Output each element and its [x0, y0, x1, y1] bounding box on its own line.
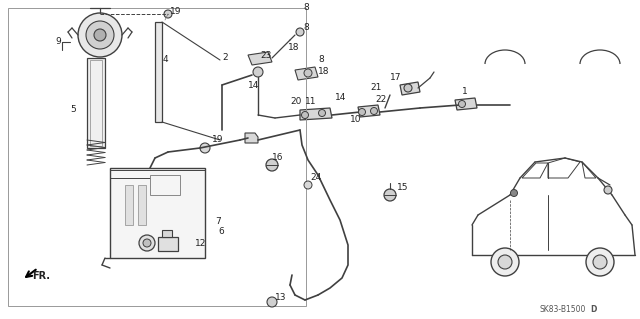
Text: 13: 13 [275, 293, 287, 302]
Circle shape [371, 108, 378, 115]
Circle shape [304, 69, 312, 77]
Circle shape [404, 84, 412, 92]
Text: 6: 6 [218, 227, 224, 236]
Text: 21: 21 [370, 84, 381, 93]
Bar [110, 168, 205, 258]
Circle shape [458, 100, 465, 108]
Text: 23: 23 [260, 50, 271, 60]
Text: 9: 9 [55, 38, 61, 47]
Text: 1: 1 [462, 87, 468, 97]
Circle shape [586, 248, 614, 276]
Text: 4: 4 [163, 56, 168, 64]
Circle shape [200, 143, 210, 153]
Circle shape [604, 186, 612, 194]
Text: 5: 5 [70, 106, 76, 115]
Circle shape [384, 189, 396, 201]
Bar [125, 185, 133, 225]
Text: 24: 24 [310, 174, 321, 182]
Text: 18: 18 [318, 68, 330, 77]
Text: D: D [590, 306, 596, 315]
Text: 8: 8 [303, 4, 308, 12]
Circle shape [358, 108, 365, 115]
Circle shape [267, 297, 277, 307]
Circle shape [498, 255, 512, 269]
Polygon shape [455, 98, 477, 110]
Text: 16: 16 [272, 153, 284, 162]
Circle shape [593, 255, 607, 269]
Text: 17: 17 [390, 73, 401, 83]
Text: FR.: FR. [32, 271, 50, 281]
Circle shape [304, 181, 312, 189]
Text: 8: 8 [303, 24, 308, 33]
Circle shape [78, 13, 122, 57]
Text: 14: 14 [248, 80, 259, 90]
Circle shape [301, 112, 308, 118]
Circle shape [164, 10, 172, 18]
Bar [150, 175, 180, 195]
Polygon shape [245, 133, 258, 143]
Text: 15: 15 [397, 183, 408, 192]
Text: 10: 10 [350, 115, 362, 124]
Bar [90, 60, 102, 146]
Text: 19: 19 [170, 6, 182, 16]
Text: 11: 11 [305, 98, 317, 107]
Circle shape [253, 67, 263, 77]
Bar [87, 58, 105, 148]
Bar [8, 8, 306, 306]
Bar [162, 230, 172, 237]
Bar [138, 185, 146, 225]
Polygon shape [295, 67, 318, 80]
Text: 20: 20 [290, 98, 301, 107]
Polygon shape [358, 105, 380, 117]
Text: 14: 14 [335, 93, 346, 102]
Circle shape [266, 159, 278, 171]
Polygon shape [400, 82, 420, 95]
Text: 19: 19 [212, 136, 223, 145]
Text: 22: 22 [375, 95, 387, 105]
Text: 7: 7 [215, 218, 221, 226]
Polygon shape [248, 52, 272, 65]
Circle shape [143, 239, 151, 247]
Polygon shape [300, 108, 332, 120]
Circle shape [94, 29, 106, 41]
Circle shape [86, 21, 114, 49]
Text: 2: 2 [222, 54, 228, 63]
Circle shape [296, 28, 304, 36]
Bar [158, 237, 178, 251]
Bar [155, 22, 162, 122]
Text: 12: 12 [195, 239, 206, 248]
Circle shape [491, 248, 519, 276]
Text: 18: 18 [288, 43, 300, 53]
Text: SK83-B1500: SK83-B1500 [540, 306, 586, 315]
Circle shape [139, 235, 155, 251]
Text: 8: 8 [318, 56, 324, 64]
Circle shape [511, 189, 518, 197]
Circle shape [319, 109, 326, 116]
